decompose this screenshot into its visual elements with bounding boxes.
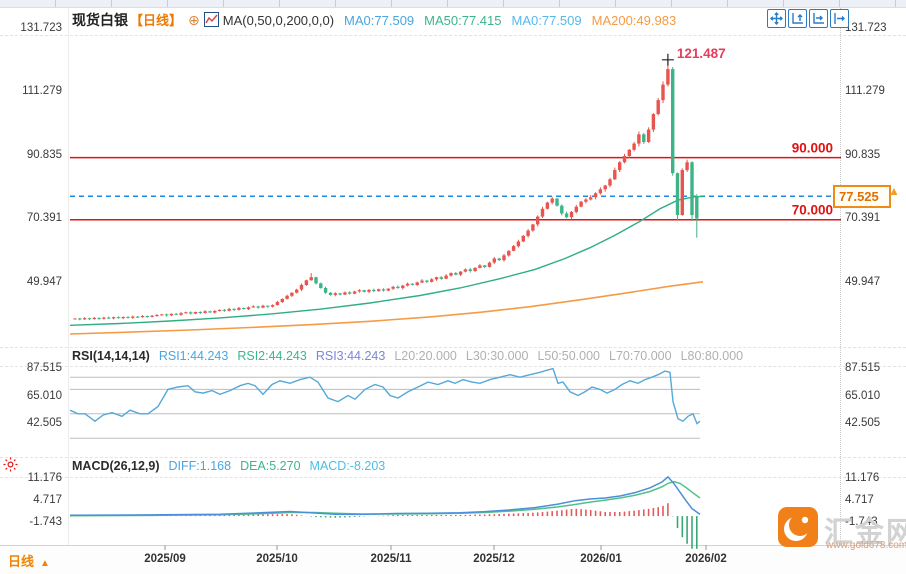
ma0-value: MA0:77.509 [344, 13, 415, 28]
rsi-header: RSI(14,14,14) RSI1:44.243 RSI2:44.243 RSI3:… [72, 349, 743, 363]
y-axis-label: 11.176 [845, 472, 880, 484]
rsi-panel-divider [0, 347, 906, 348]
chart-type-icon[interactable] [203, 12, 219, 30]
svg-text:70.000: 70.000 [792, 203, 833, 218]
y-axis-label: 4.717 [845, 494, 874, 506]
x-axis-date-label: 2025/12 [473, 553, 515, 565]
x-axis-date-label: 2025/11 [370, 553, 412, 565]
tab-daily-label: 日线 [8, 554, 35, 569]
y-axis-label: 87.515 [845, 362, 881, 374]
tab-daily[interactable]: 日线 ▲ [8, 551, 50, 570]
pan-icon[interactable] [767, 9, 786, 28]
y-axis-label: 111.279 [845, 85, 885, 97]
logo-url: www.gold678.com [826, 540, 906, 551]
rsi-level-20: L20:20.000 [394, 349, 457, 363]
rsi-level-30: L30:30.000 [465, 349, 529, 363]
ma-settings-label: MA(0,50,0,200,0,0) [222, 13, 335, 28]
y-axis-label: 131.723 [845, 22, 887, 34]
chart-header: 现货白银 【日线】 ⊕ MA(0,50,0,200,0,0) MA0:77.509 MA5… [72, 10, 676, 28]
y-axis-label: 42.505 [845, 417, 881, 429]
sun-icon[interactable] [3, 457, 18, 477]
rsi-title: RSI(14,14,14) [72, 349, 150, 363]
y-axis-label: 70.391 [26, 212, 62, 224]
symbol-name: 现货白银 [72, 12, 128, 28]
y-axis-label: 11.176 [27, 472, 62, 484]
rsi-plot-divider [0, 366, 906, 367]
y-axis-zoom-icon[interactable] [788, 9, 807, 28]
y-axis-label: 131.723 [20, 22, 62, 34]
logo-mark-icon [778, 507, 818, 547]
macd-header: MACD(26,12,9) DIFF:1.168 DEA:5.270 MACD:-8.… [72, 459, 385, 473]
rsi-level-80: L80:80.000 [680, 349, 744, 363]
tab-arrow-icon: ▲ [40, 558, 50, 569]
add-indicator-icon[interactable]: ⊕ [188, 12, 200, 28]
y-axis-label: 90.835 [845, 149, 881, 161]
y-axis-label: 70.391 [845, 212, 881, 224]
ma50-value: MA50:77.415 [424, 13, 502, 28]
panel-divider [0, 35, 906, 36]
y-axis-label: 4.717 [33, 494, 62, 506]
rsi-level-70: L70:70.000 [609, 349, 672, 363]
site-logo: 汇金网 www.gold678.com [778, 507, 906, 552]
right-axis-separator [840, 8, 841, 545]
rsi2-value: RSI2:44.243 [237, 349, 307, 363]
time-axis-bar [0, 545, 906, 574]
macd-value: MACD:-8.203 [309, 459, 386, 473]
svg-text:121.487: 121.487 [677, 46, 726, 61]
y-axis-label: 90.835 [26, 149, 62, 161]
dea-value: DEA:5.270 [240, 459, 301, 473]
macd-panel-divider [0, 457, 906, 458]
diff-value: DIFF:1.168 [168, 459, 232, 473]
x-axis-date-label: 2025/09 [144, 553, 186, 565]
y-axis-label: 42.505 [26, 417, 62, 429]
logo-text: 汇金网 [824, 517, 906, 549]
chart-toolbar [767, 9, 851, 28]
current-price-tag[interactable]: 77.525 [833, 185, 891, 208]
x-axis-date-label: 2025/10 [256, 553, 298, 565]
rsi-level-50: L50:50.000 [537, 349, 601, 363]
left-axis-separator [68, 8, 69, 545]
macd-title: MACD(26,12,9) [72, 459, 160, 473]
top-ruler [0, 0, 906, 8]
y-axis-label: -1.743 [29, 516, 62, 528]
y-axis-label: 65.010 [26, 390, 62, 402]
ma0b-value: MA0:77.509 [511, 13, 582, 28]
price-up-arrow-icon: ▲ [888, 184, 900, 198]
macd-plot-divider [0, 477, 906, 478]
scroll-right-icon[interactable] [830, 9, 849, 28]
x-axis-date-label: 2026/02 [685, 553, 727, 565]
ma200-value: MA200:49.983 [591, 13, 677, 28]
x-axis-date-label: 2026/01 [580, 553, 622, 565]
y-axis-label: 87.515 [26, 362, 62, 374]
svg-text:90.000: 90.000 [792, 141, 833, 156]
y-axis-label: 49.947 [845, 276, 881, 288]
y-axis-label: 49.947 [26, 276, 62, 288]
x-axis-zoom-icon[interactable] [809, 9, 828, 28]
rsi1-value: RSI1:44.243 [158, 349, 229, 363]
rsi3-value: RSI3:44.243 [315, 349, 386, 363]
y-axis-label: -1.743 [845, 516, 878, 528]
period-label: 【日线】 [130, 13, 183, 28]
y-axis-label: 111.279 [22, 85, 62, 97]
y-axis-label: 65.010 [845, 390, 881, 402]
